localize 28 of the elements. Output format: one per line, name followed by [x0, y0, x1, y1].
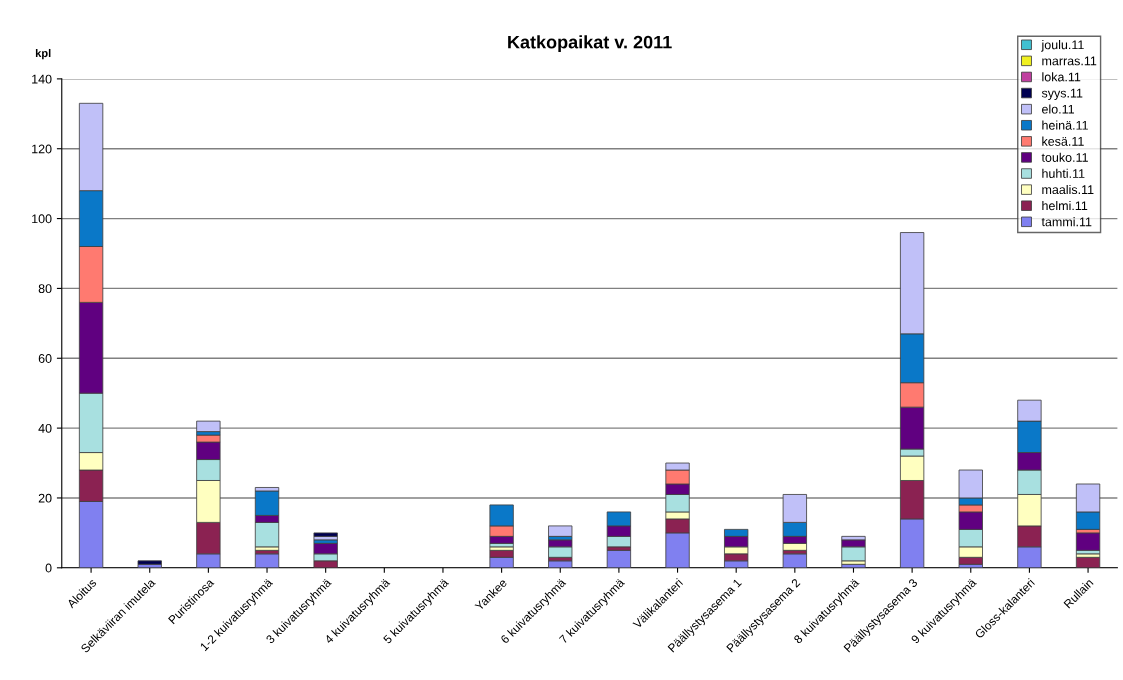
legend-label: marras.11 [1042, 56, 1097, 66]
y-tick-label: 20 [38, 493, 52, 503]
legend-label: helmi.11 [1042, 200, 1088, 211]
legend-label: maalis.11 [1042, 184, 1094, 195]
legend-label: touko.11 [1041, 152, 1088, 162]
y-axis-title: kpl [35, 48, 51, 60]
y-tick-label: 120 [32, 144, 52, 154]
legend-label: heinä.11 [1042, 120, 1088, 130]
y-tick-label: 60 [38, 354, 52, 363]
legend-label: tammi.11 [1041, 217, 1092, 227]
legend-label: syys.11 [1041, 88, 1083, 100]
y-tick-label: 80 [38, 284, 52, 294]
legend-label: joulu.11 [1041, 40, 1084, 52]
legend-label: kesä.11 [1042, 136, 1084, 146]
bar [313, 532, 338, 537]
bar [548, 525, 573, 537]
bar [196, 420, 221, 433]
y-tick-label: 100 [32, 214, 52, 224]
bar [1075, 532, 1101, 551]
legend-label: elo.11 [1042, 104, 1075, 114]
bar [782, 553, 807, 568]
y-tick-label: 0 [45, 563, 52, 573]
legend-label: loka.11 [1042, 72, 1081, 82]
bar [313, 535, 338, 541]
y-tick-label: 140 [32, 74, 52, 84]
chart-title: Katkopaikat v. 2011 [508, 35, 672, 53]
y-tick-label: 40 [38, 423, 52, 433]
legend-label: huhti.11 [1042, 168, 1085, 178]
